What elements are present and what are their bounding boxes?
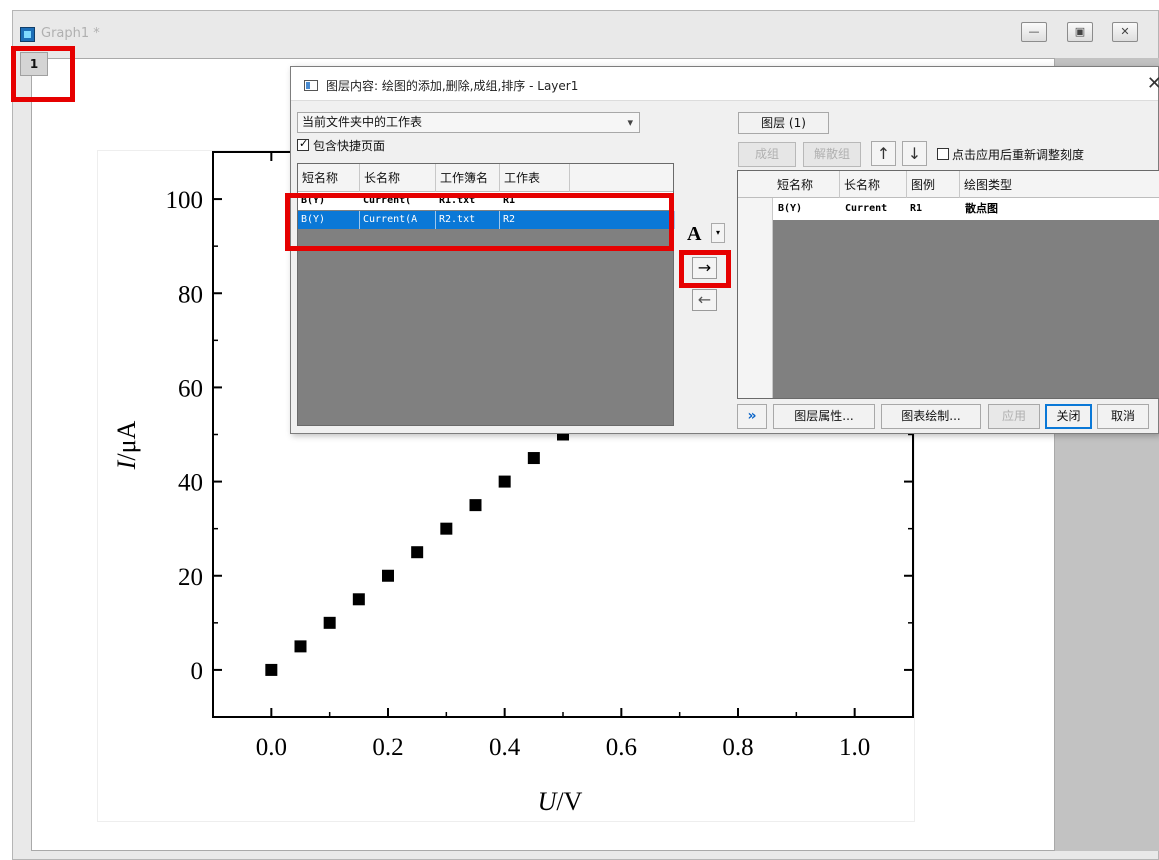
cell-book: R1.txt (439, 195, 476, 206)
cell-long: Current (845, 203, 888, 214)
font-dropdown-icon[interactable]: ▾ (711, 223, 725, 243)
restore-button[interactable]: ▣ (1067, 22, 1093, 42)
dialog-close-icon[interactable]: ✕ (1146, 73, 1159, 94)
graph-titlebar[interactable] (13, 11, 1158, 59)
cell-short: B(Y) (301, 195, 326, 206)
move-down-arrow-icon[interactable]: ↓ (902, 141, 927, 166)
x-tick-label: 0.8 (722, 734, 753, 761)
rows-highlight (285, 193, 674, 251)
chevron-down-icon: ▾ (627, 116, 633, 129)
cell-long: Current(A (360, 211, 436, 229)
font-a-button[interactable]: A (687, 223, 702, 245)
graph-app-icon (20, 27, 35, 42)
layer-contents-dialog: 图层内容: 绘图的添加,删除,成组,排序 - Layer1 ✕ 当前文件夹中的工… (285, 66, 1159, 434)
y-tick-label: 40 (178, 470, 203, 497)
cell-plot-type: 散点图 (965, 202, 998, 215)
available-data-list[interactable]: 短名称 长名称 工作簿名 工作表 B(Y) Current( R1.txt R1… (297, 163, 675, 426)
x-tick-label: 0.4 (489, 734, 521, 761)
close-button[interactable]: 关闭 (1045, 404, 1092, 429)
col-short-name[interactable]: 短名称 (298, 164, 360, 192)
col-sheet[interactable]: 工作表 (500, 164, 570, 192)
remove-from-layer-button[interactable]: ← (692, 289, 717, 311)
layer-button[interactable]: 图层 (1) (738, 112, 829, 134)
x-tick-label: 1.0 (839, 734, 870, 761)
x-tick-label: 0.6 (606, 734, 637, 761)
rescale-label: 点击应用后重新调整刻度 (952, 148, 1085, 162)
cell-book: R2.txt (436, 211, 500, 229)
col-short-name[interactable]: 短名称 (773, 171, 840, 199)
layer-plots-list[interactable]: 短名称 长名称 图例 绘图类型 B(Y) Current R1 散点图 (737, 170, 1159, 399)
add-button-highlight (679, 250, 731, 288)
dialog-titlebar[interactable]: 图层内容: 绘图的添加,删除,成组,排序 - Layer1 ✕ (291, 67, 1159, 101)
x-tick-label: 0.2 (372, 734, 403, 761)
cell-short: B(Y) (298, 211, 360, 229)
row-selector[interactable] (738, 198, 773, 220)
dialog-title: 图层内容: 绘图的添加,删除,成组,排序 - Layer1 (326, 79, 579, 93)
layer-properties-button[interactable]: 图层属性... (773, 404, 875, 429)
y-tick-label: 60 (178, 375, 203, 402)
layer-list-header: 短名称 长名称 图例 绘图类型 (738, 171, 1159, 199)
data-point (294, 640, 307, 653)
dialog-window-icon (304, 80, 318, 91)
y-tick-label: 0 (191, 658, 204, 685)
data-point (382, 569, 394, 582)
data-point (265, 663, 278, 676)
data-row-r2-selected[interactable]: B(Y) Current(A R2.txt R2 (298, 211, 675, 229)
data-point (469, 499, 482, 512)
available-list-header: 短名称 长名称 工作簿名 工作表 (298, 164, 673, 192)
data-point (527, 452, 540, 465)
cell-sheet: R1 (503, 195, 516, 206)
col-plot-type[interactable]: 绘图类型 (964, 178, 1013, 192)
move-up-arrow-icon[interactable]: ↑ (871, 141, 896, 166)
graph-title: Graph1 * (41, 26, 100, 41)
cell-long: Current( (363, 195, 412, 206)
data-point (498, 475, 511, 488)
layer-plot-row[interactable]: B(Y) Current R1 散点图 (738, 198, 1159, 220)
data-point (352, 593, 365, 606)
minimize-button[interactable]: — (1021, 22, 1047, 42)
data-point (323, 616, 336, 629)
cell-legend: R1 (910, 203, 923, 214)
y-tick-label: 80 (178, 281, 203, 308)
apply-button[interactable]: 应用 (988, 404, 1040, 429)
col-long-name[interactable]: 长名称 (840, 171, 907, 199)
check-icon: ✓ (299, 137, 309, 150)
layer-1-tab[interactable]: 1 (20, 52, 48, 76)
col-legend[interactable]: 图例 (907, 171, 960, 199)
include-shortcuts-label: 包含快捷页面 (313, 139, 386, 153)
plot-setup-button[interactable]: 图表绘制... (881, 404, 981, 429)
y-tick-label: 100 (166, 187, 204, 214)
data-point (440, 522, 453, 535)
rescale-checkbox[interactable] (937, 148, 949, 160)
cell-short: B(Y) (778, 203, 803, 214)
expand-icon[interactable]: » (737, 404, 767, 429)
x-tick-label: 0.0 (256, 734, 287, 761)
group-button[interactable]: 成组 (738, 142, 796, 167)
add-to-layer-button[interactable]: → (692, 257, 717, 279)
cell-sheet: R2 (500, 211, 675, 229)
x-axis-title: U/V (538, 787, 583, 816)
cancel-button[interactable]: 取消 (1097, 404, 1149, 429)
close-window-button[interactable]: ✕ (1112, 22, 1138, 42)
layer-tab-highlight (11, 46, 75, 102)
col-book-name[interactable]: 工作簿名 (436, 164, 500, 192)
ungroup-button[interactable]: 解散组 (803, 142, 861, 167)
y-axis-title: I/μA (112, 420, 141, 470)
worksheet-source-value: 当前文件夹中的工作表 (302, 115, 423, 129)
col-long-name[interactable]: 长名称 (360, 164, 436, 192)
data-point (411, 546, 424, 559)
include-shortcuts-checkbox[interactable]: ✓ (297, 137, 309, 151)
worksheet-source-select[interactable]: 当前文件夹中的工作表 ▾ (297, 112, 640, 133)
y-tick-label: 20 (178, 564, 203, 591)
